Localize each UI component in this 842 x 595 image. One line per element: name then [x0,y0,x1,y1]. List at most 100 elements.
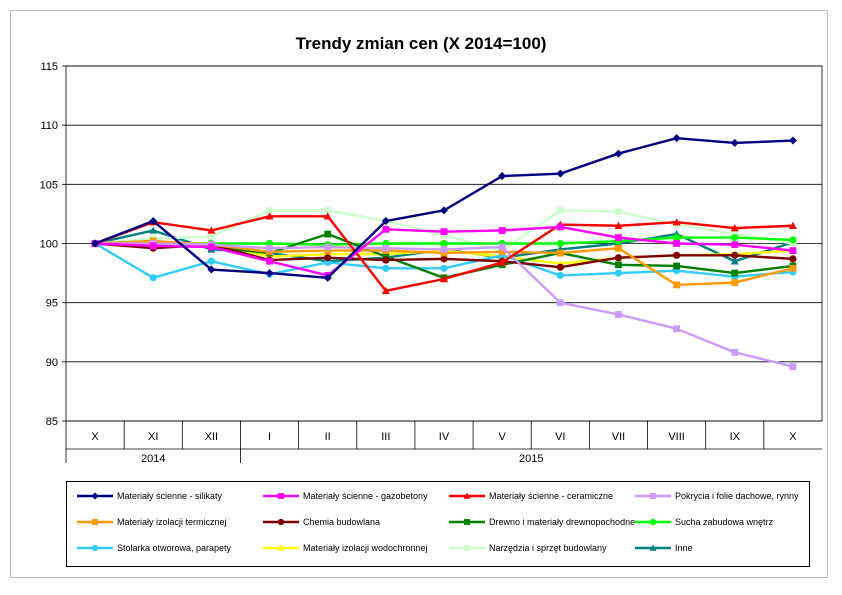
data-point [673,251,681,259]
legend-label: Materiały ścienne - silikaty [117,491,223,501]
x-tick-label: III [381,431,390,443]
data-point [789,236,797,244]
data-point [440,231,448,239]
legend-label: Drewno i materiały drewnopochodne [489,517,636,527]
data-point [730,138,739,147]
data-point [649,518,657,526]
data-point [789,255,797,263]
data-point [381,286,390,295]
data-point [730,224,739,232]
legend-label: Pokrycia i folie dachowe, rynny [675,491,799,501]
data-point [615,244,622,252]
data-point [149,242,157,250]
chart-title: Trendy zmian cen (X 2014=100) [295,34,547,53]
data-point [149,274,157,282]
x-tick-label: IV [439,431,450,443]
x-tick-label: X [789,431,797,443]
data-point [324,230,332,238]
data-point [323,212,332,220]
data-point [464,519,470,525]
legend-label: Materiały izolacji wodochronnej [303,543,428,553]
legend-swatch [77,492,113,500]
legend-label: Sucha zabudowa wnętrz [675,517,774,527]
data-point [498,243,506,251]
data-point [207,257,215,265]
legend-label: Materiały ścienne - gazobetony [303,491,428,501]
data-point [440,249,448,257]
data-point [556,169,565,178]
legend-swatch [635,518,671,526]
data-point [731,279,739,286]
data-point [788,136,797,145]
data-point [266,206,273,214]
x-tick-label: I [268,431,271,443]
legend-swatch [449,492,485,499]
legend-swatch [263,493,299,499]
y-tick-label: 100 [40,239,58,251]
data-point [614,254,623,262]
legend-swatch [263,544,299,551]
data-point [789,264,797,272]
legend-swatch [449,545,485,551]
data-point [324,254,332,262]
data-point [556,263,564,271]
data-point [265,212,274,220]
data-point [731,241,739,249]
data-point [673,240,681,247]
data-point [789,247,797,254]
y-tick-label: 110 [40,120,58,132]
data-point [731,348,739,356]
data-point [324,243,332,251]
x-tick-label: IX [730,431,741,443]
legend-label: Stolarka otworowa, parapety [117,543,232,553]
data-point [673,281,681,289]
data-point [464,545,470,551]
data-point [266,257,273,265]
data-point [91,239,100,248]
legend-label: Narzędzia i sprzęt budowlany [489,543,607,553]
data-point [614,149,623,158]
data-point [207,233,215,240]
data-point [265,269,274,278]
data-point [498,248,506,256]
legend: Materiały ścienne - silikaty Materiały śc… [66,481,810,567]
data-point [650,493,656,499]
data-point [382,244,390,252]
data-point [556,206,564,214]
data-point [277,518,285,526]
data-point [324,247,332,254]
data-point [614,269,623,277]
data-point [323,273,332,282]
data-point [615,234,622,241]
data-point [440,228,448,236]
data-point [731,251,739,259]
legend-swatch [263,518,299,526]
data-point [440,264,448,272]
data-point [91,492,99,500]
data-point [207,243,215,251]
data-point [731,233,739,242]
y-tick-label: 85 [46,416,58,428]
data-point [614,221,623,229]
data-point [278,493,284,499]
data-point [149,217,158,226]
data-point [556,223,564,231]
x-tick-label: VIII [668,431,685,443]
year-label: 2015 [519,453,543,465]
x-tick-label: V [498,431,506,443]
legend-label: Materiały izolacji termicznej [117,517,227,527]
legend-swatch [449,519,485,525]
data-point [382,264,390,272]
legend-label: Materiały ścienne - ceramiczne [489,491,614,501]
data-point [382,225,390,233]
legend-label: Inne [675,543,693,553]
data-point [463,492,471,499]
data-point [556,249,564,257]
data-point [615,261,622,269]
data-point [615,311,622,318]
data-point [92,519,98,525]
x-tick-label: VI [555,431,565,443]
data-point [266,244,273,252]
data-point [266,248,273,256]
